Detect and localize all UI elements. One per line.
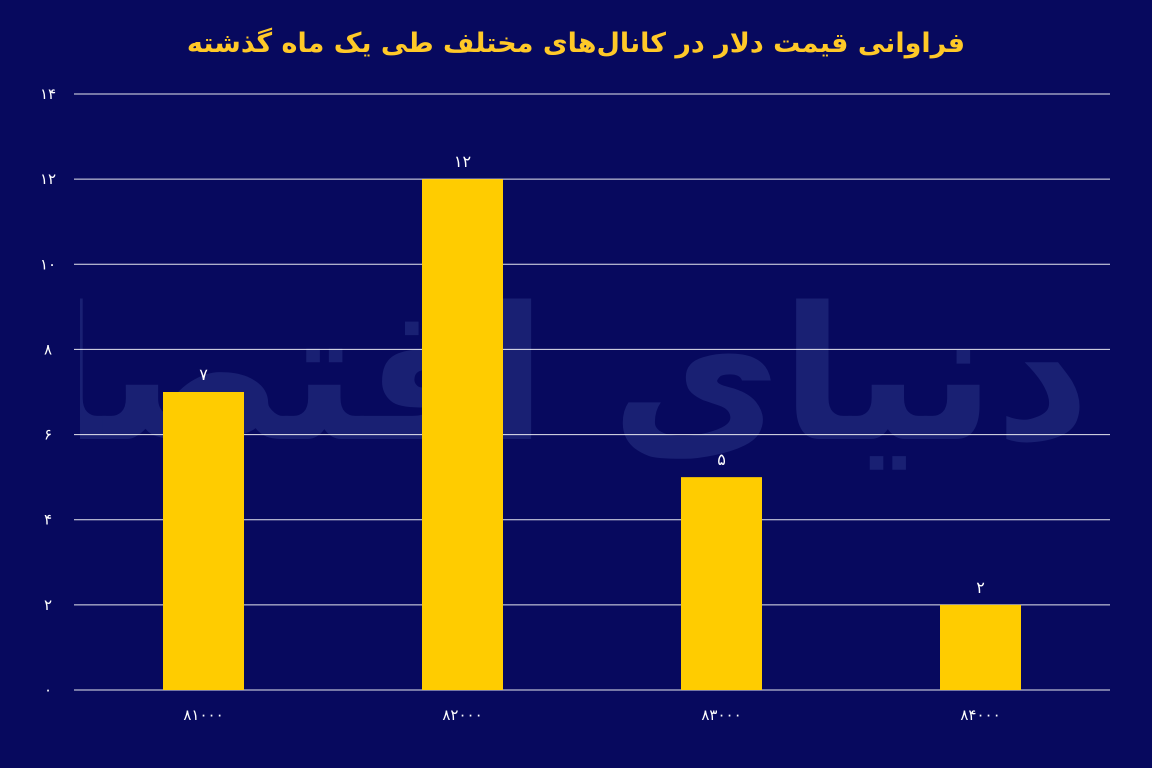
x-tick-label: ۸۴۰۰۰	[960, 706, 1000, 724]
data-label: ۱۲	[454, 152, 471, 171]
y-tick-label: ۴	[44, 511, 52, 529]
x-tick-label: ۸۲۰۰۰	[442, 706, 482, 724]
watermark-logo: دنیای اقتصاد	[80, 267, 1090, 483]
bar	[422, 179, 503, 690]
data-label: ۷	[199, 365, 208, 384]
chart-title: فراوانی قیمت دلار در کانال‌های مختلف طی …	[186, 28, 966, 59]
y-tick-label: ۶	[44, 426, 52, 444]
x-tick-label: ۸۱۰۰۰	[183, 706, 223, 724]
y-tick-label: ۱۴	[40, 85, 56, 103]
bar	[940, 604, 1021, 690]
x-tick-label: ۸۳۰۰۰	[701, 706, 741, 724]
y-tick-label: ۱۰	[40, 255, 56, 273]
y-tick-label: ۱۲	[40, 170, 56, 188]
y-tick-label: ۲	[44, 596, 52, 614]
data-label: ۵	[717, 450, 726, 469]
bar	[681, 477, 762, 690]
data-label: ۲	[976, 578, 985, 597]
y-tick-label: ۸	[44, 340, 52, 358]
y-tick-label: ۰	[44, 681, 52, 699]
bar	[163, 392, 244, 690]
